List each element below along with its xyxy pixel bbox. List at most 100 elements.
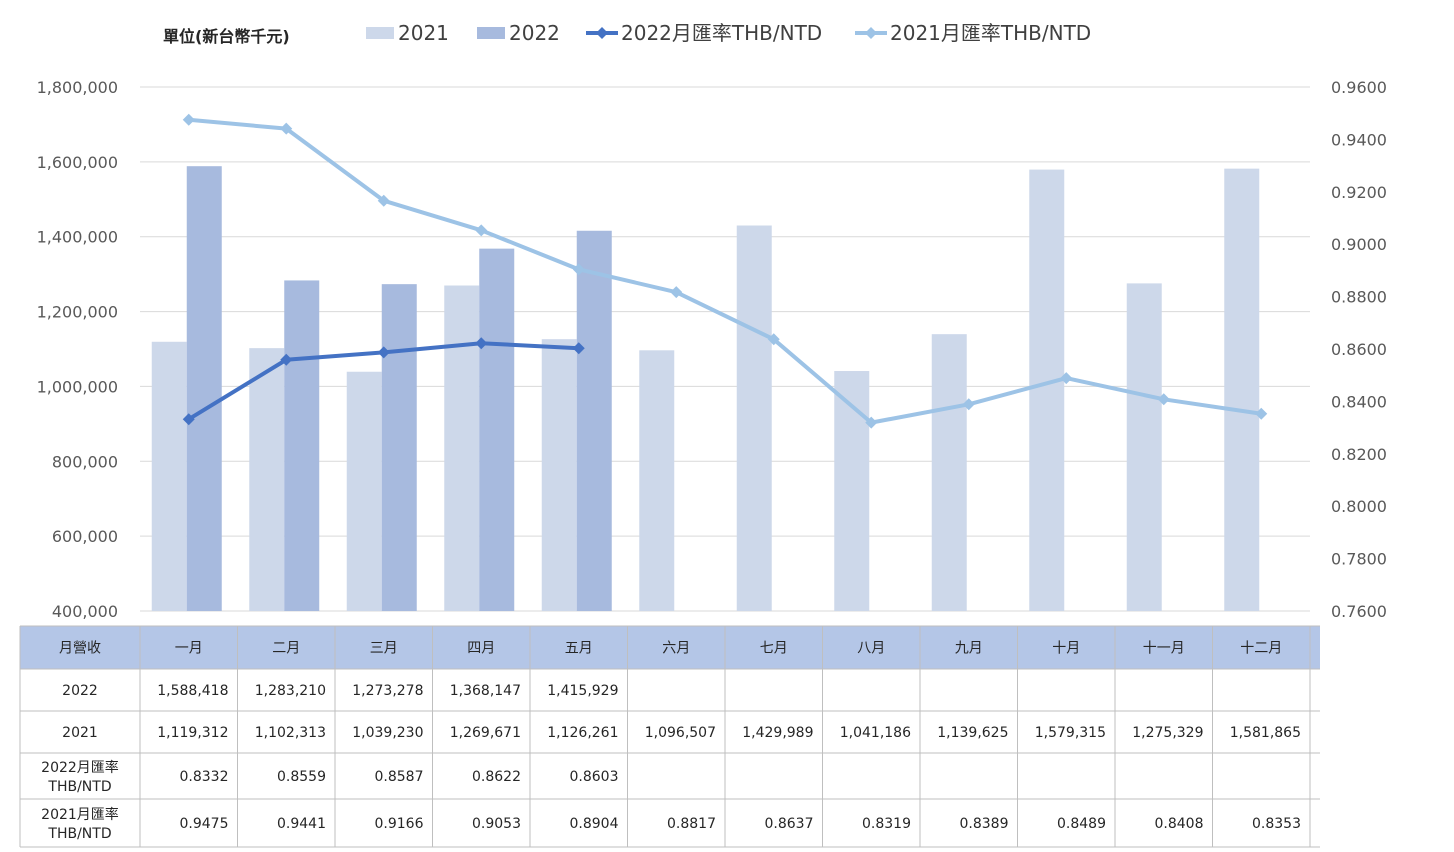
bar-2021-五月 (541, 339, 577, 611)
bar-2021-十一月 (1126, 283, 1162, 611)
point-2021月匯率THB/NTD-3 (475, 224, 488, 237)
point-2021月匯率THB/NTD-10 (1157, 393, 1170, 406)
table-cell: 0.9475 (180, 816, 229, 832)
table-cell: 1,119,312 (157, 725, 228, 741)
point-2022月匯率THB/NTD-3 (475, 337, 488, 350)
bar-2021-六月 (639, 350, 675, 611)
left-tick-label: 1,400,000 (37, 228, 118, 247)
table-header-month: 五月 (565, 641, 593, 657)
point-2021月匯率THB/NTD-4 (572, 263, 585, 276)
right-tick-label: 0.9200 (1331, 183, 1387, 202)
right-tick-label: 0.9600 (1331, 78, 1387, 97)
table-cell: 0.9441 (277, 816, 326, 832)
table-cell: 0.8332 (180, 769, 229, 785)
bar-2021-十二月 (1224, 168, 1260, 611)
right-tick-label: 0.8200 (1331, 445, 1387, 464)
table-header-label: 月營收 (59, 641, 101, 657)
legend-label: 2022 (509, 21, 560, 45)
legend: 2021 2022 2022月匯率THB/NTD 2021月匯率THB/NTD (366, 21, 1091, 45)
table-header-bg (20, 626, 1320, 669)
right-tick-label: 0.7800 (1331, 550, 1387, 569)
table-row-label: THB/NTD (47, 779, 111, 795)
point-2022月匯率THB/NTD-1 (280, 353, 293, 366)
right-tick-label: 0.9400 (1331, 130, 1387, 149)
bar-2021-三月 (346, 371, 382, 611)
point-2021月匯率THB/NTD-8 (962, 398, 975, 411)
point-2021月匯率THB/NTD-5 (670, 286, 683, 299)
right-axis: 0.7600 0.7800 0.8000 0.8200 0.8400 0.8600 0.88… (1331, 78, 1387, 621)
left-tick-label: 1,000,000 (37, 377, 118, 396)
bar-2022-五月 (576, 230, 612, 611)
bars (151, 166, 1260, 611)
bar-2021-九月 (931, 334, 967, 611)
left-axis: 400,000 600,000 800,000 1,000,000 1,200,000 1… (37, 78, 118, 621)
legend-swatch-2021 (366, 27, 394, 39)
table-cell: 0.8559 (277, 769, 326, 785)
series-line-2021月匯率THB/NTD (186, 117, 1264, 425)
table-cell: 1,041,186 (840, 725, 911, 741)
bar-2022-三月 (381, 284, 417, 611)
gridlines (140, 86, 1310, 612)
left-tick-label: 400,000 (52, 602, 118, 621)
left-tick-label: 600,000 (52, 527, 118, 546)
bar-2021-八月 (834, 371, 870, 611)
table-cell: 0.8637 (765, 816, 814, 832)
table-cell: 0.8904 (570, 816, 619, 832)
legend-label: 2022月匯率THB/NTD (621, 21, 822, 45)
bar-2022-一月 (186, 166, 222, 611)
table-cell: 1,273,278 (352, 683, 423, 699)
lines (182, 113, 1268, 429)
table-row-label: 2022 (62, 683, 98, 699)
point-2022月匯率THB/NTD-2 (377, 346, 390, 359)
right-tick-label: 0.8000 (1331, 497, 1387, 516)
legend-marker-2021月匯率THB/NTD (865, 27, 877, 39)
table-header-month: 十一月 (1143, 641, 1185, 657)
table-cell: 1,269,671 (450, 725, 521, 741)
unit-label: 單位(新台幣千元) (163, 27, 290, 46)
right-tick-label: 0.7600 (1331, 602, 1387, 621)
bar-2021-一月 (151, 341, 187, 611)
table-header-month: 九月 (955, 641, 983, 657)
point-2021月匯率THB/NTD-6 (767, 333, 780, 346)
legend-label: 2021 (398, 21, 449, 45)
table-cell: 0.8319 (862, 816, 911, 832)
table-cell: 1,368,147 (450, 683, 521, 699)
table-cell: 1,588,418 (157, 683, 228, 699)
table-row-label: 2022月匯率 (41, 759, 119, 776)
legend-label: 2021月匯率THB/NTD (890, 21, 1091, 45)
table-cell: 0.8587 (375, 769, 424, 785)
table-cell: 0.9053 (472, 816, 521, 832)
bar-2021-七月 (736, 225, 772, 611)
table-cell: 0.8389 (960, 816, 1009, 832)
point-2022月匯率THB/NTD-0 (182, 413, 195, 426)
right-tick-label: 0.8800 (1331, 288, 1387, 307)
table-cell: 1,096,507 (645, 725, 716, 741)
data-table: 月營收 一月 二月 三月 四月 五月 六月 七月 八月 九月 十月 十一月 十二月 2022 1,588,4… (19, 625, 1320, 848)
right-tick-label: 0.9000 (1331, 235, 1387, 254)
table-header-month: 十月 (1052, 641, 1080, 657)
bar-2021-四月 (444, 285, 480, 611)
table-header-month: 六月 (662, 641, 690, 657)
legend-swatch-2022 (477, 27, 505, 39)
table-cell: 1,429,989 (742, 725, 813, 741)
table-row-label: 2021 (62, 725, 98, 741)
table-cell: 1,139,625 (937, 725, 1008, 741)
point-2021月匯率THB/NTD-7 (865, 416, 878, 429)
point-2022月匯率THB/NTD-4 (572, 342, 585, 355)
left-tick-label: 1,600,000 (37, 153, 118, 172)
table-row-label: 2021月匯率 (41, 806, 119, 823)
point-2021月匯率THB/NTD-1 (280, 122, 293, 135)
table-cell: 0.8489 (1057, 816, 1106, 832)
table-header-month: 四月 (467, 641, 495, 657)
table-cell: 0.8603 (570, 769, 619, 785)
table-cell: 0.9166 (375, 816, 424, 832)
point-2021月匯率THB/NTD-9 (1060, 372, 1073, 385)
table-header-month: 三月 (370, 641, 398, 657)
table-header-month: 十二月 (1240, 641, 1282, 657)
table-cell: 1,102,313 (255, 725, 326, 741)
bar-2021-二月 (249, 348, 285, 611)
table-cell: 1,126,261 (547, 725, 618, 741)
table-row-label: THB/NTD (47, 826, 111, 842)
